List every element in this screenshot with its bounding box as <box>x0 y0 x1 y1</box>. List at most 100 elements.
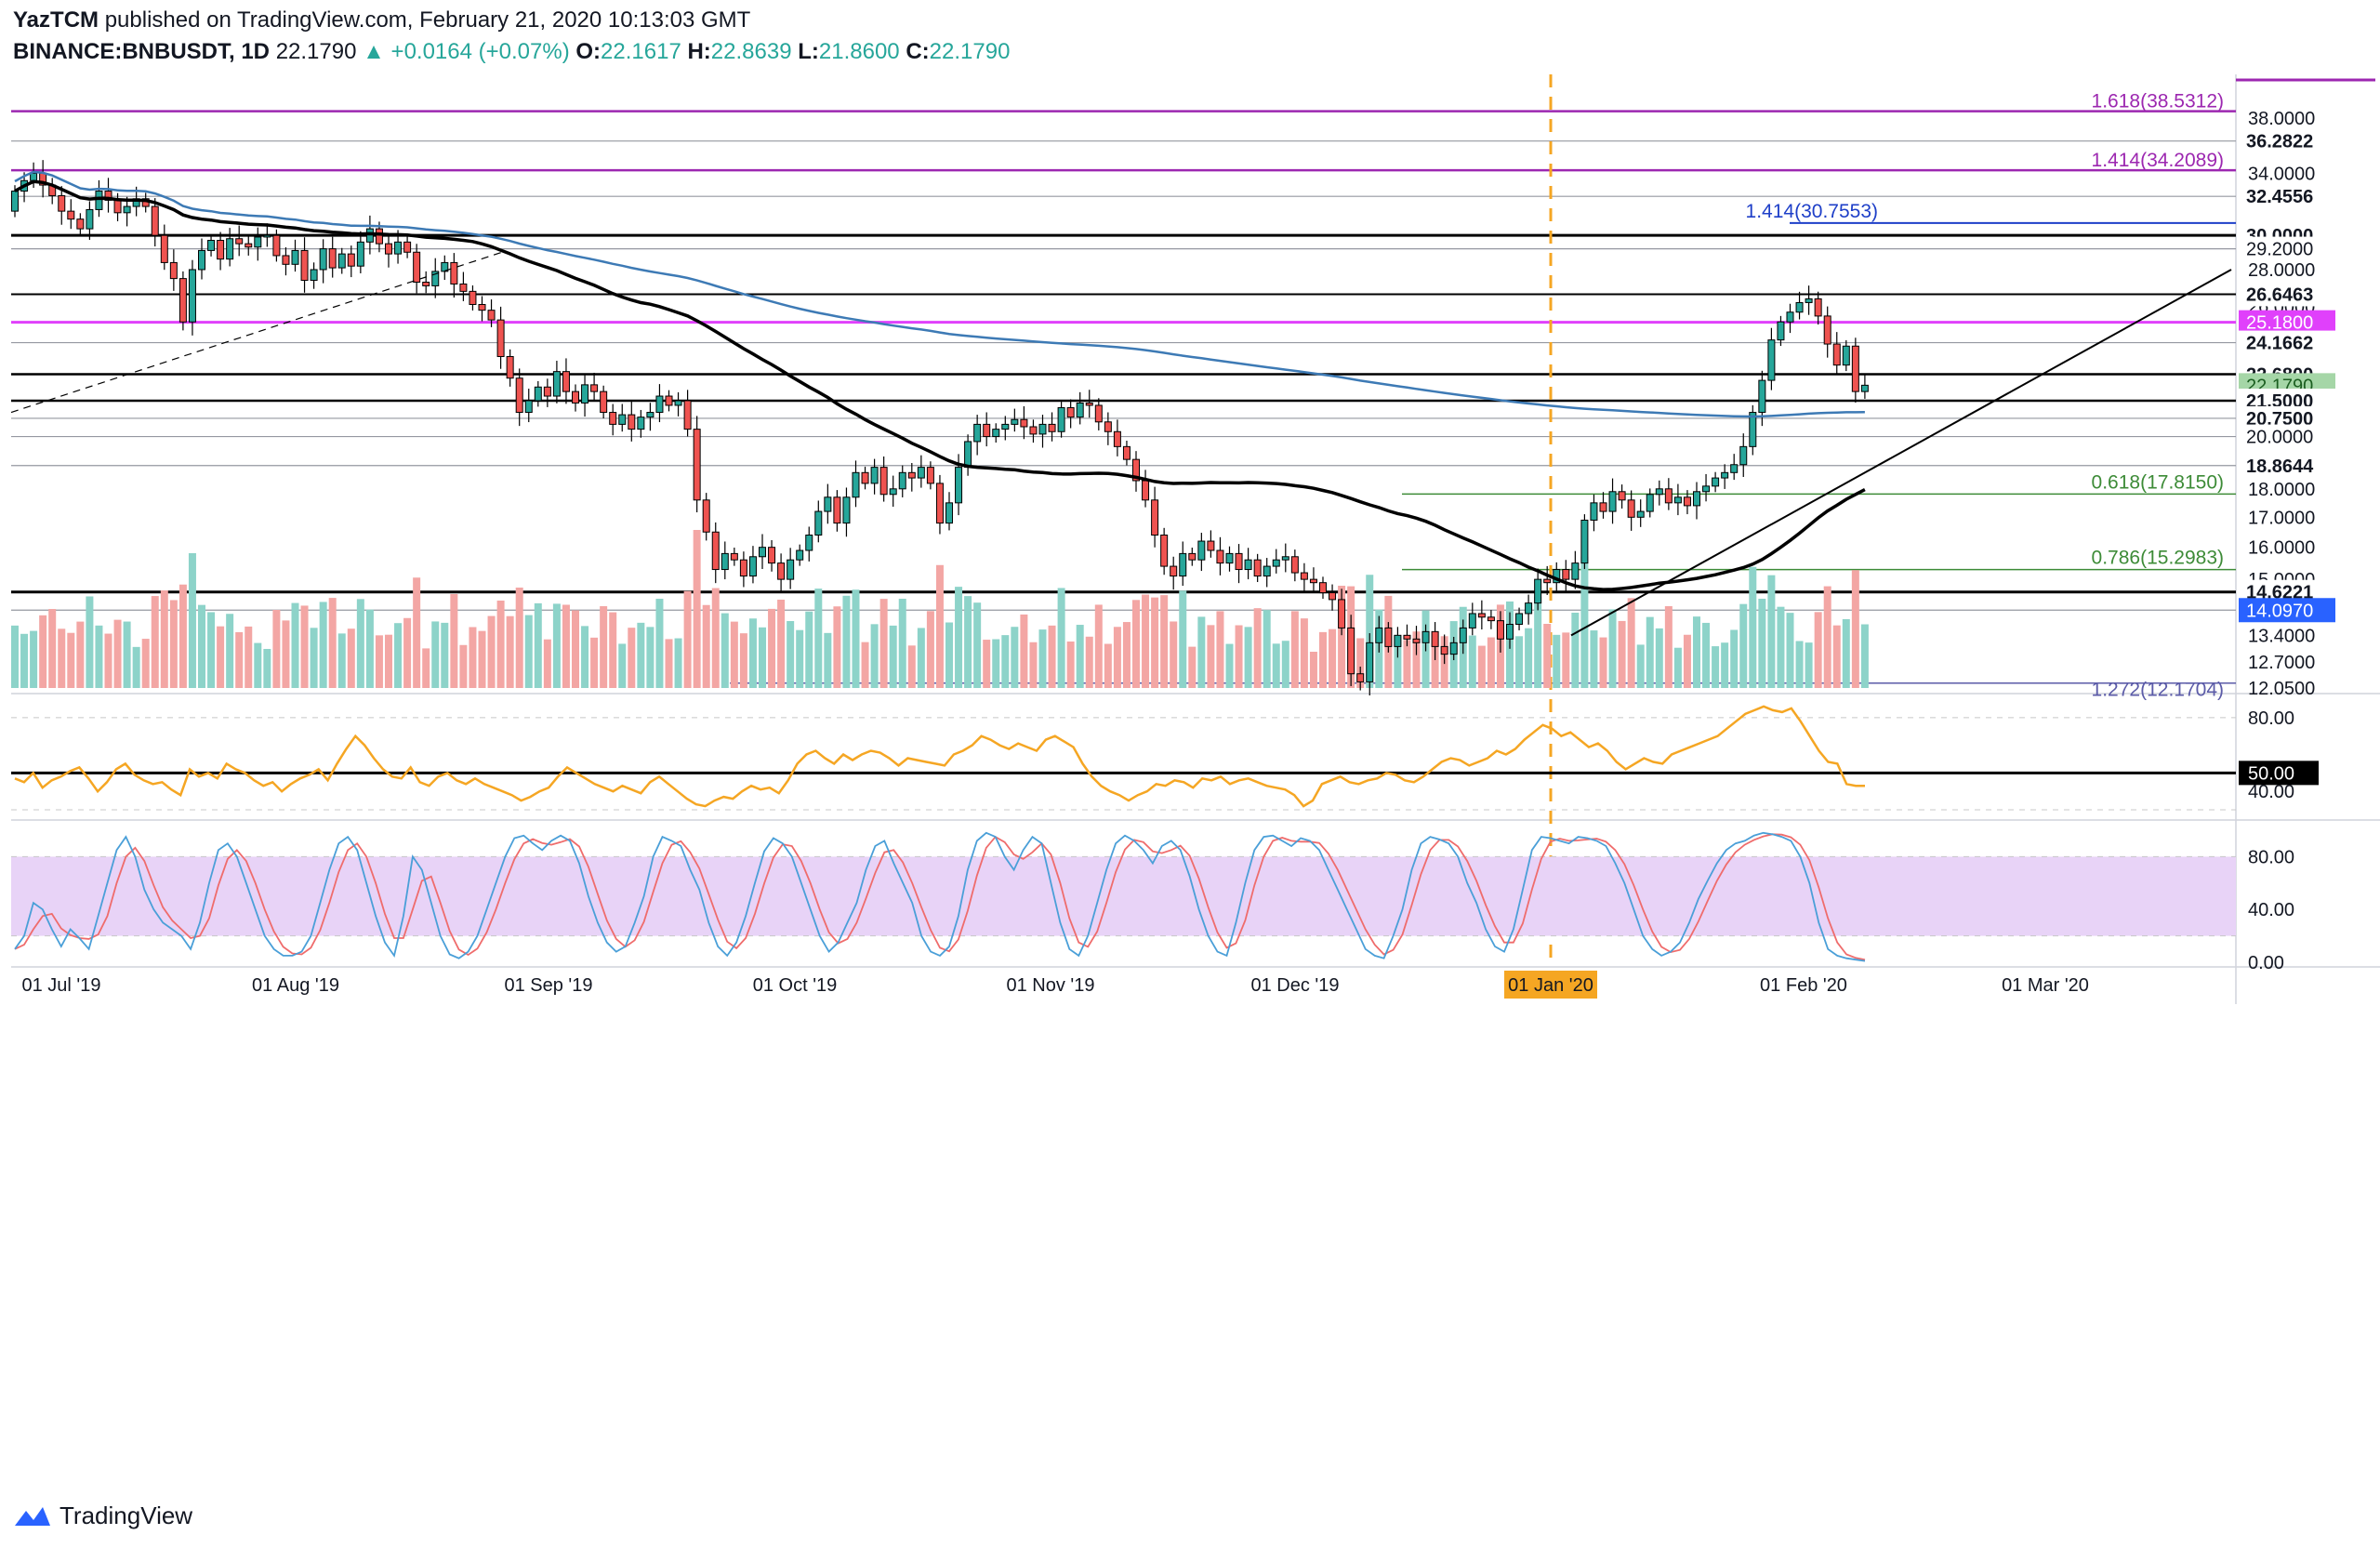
candle <box>1571 562 1580 580</box>
candle <box>1038 423 1047 435</box>
candle <box>113 199 122 214</box>
time-tick-label: 01 Nov '19 <box>1007 975 1095 996</box>
low-label: L: <box>798 39 819 64</box>
level-badge-label: 32.4556 <box>2246 187 2313 207</box>
candle <box>1627 499 1635 518</box>
candle <box>1712 477 1720 487</box>
author[interactable]: YazTCM <box>13 7 99 33</box>
volume-bar <box>1197 616 1206 688</box>
chart-svg[interactable]: 1.618(38.5312) 1.414(34.2089) 1.414(30.755… <box>0 74 2380 1497</box>
candle <box>86 208 94 230</box>
volume-bar <box>711 588 720 688</box>
candle <box>1151 499 1159 536</box>
volume-bar <box>1636 644 1645 688</box>
candle <box>226 238 234 260</box>
volume-bar <box>1805 642 1813 688</box>
candle <box>1066 406 1075 418</box>
close-value: 22.1790 <box>929 39 1011 64</box>
chart-area[interactable]: 1.618(38.5312) 1.414(34.2089) 1.414(30.755… <box>0 74 2380 1497</box>
brand-name[interactable]: TradingView <box>60 1502 193 1529</box>
candle <box>1832 343 1841 366</box>
volume-bar <box>1281 641 1289 688</box>
candle <box>1384 627 1393 647</box>
candle <box>935 483 944 524</box>
volume-bar <box>169 600 178 688</box>
volume-group <box>11 530 1869 688</box>
level-badge <box>2239 598 2335 623</box>
volume-bar <box>552 603 561 688</box>
volume-bar <box>319 602 327 688</box>
volume-bar <box>226 614 234 688</box>
volume-bar <box>1020 614 1028 688</box>
volume-bar <box>1207 625 1215 688</box>
volume-bar <box>935 564 944 688</box>
candle <box>964 441 972 469</box>
candle <box>217 240 225 260</box>
candle <box>1179 552 1187 577</box>
volume-bar <box>1290 611 1299 688</box>
candle <box>1253 559 1262 577</box>
volume-bar <box>983 640 991 688</box>
candle <box>1814 298 1822 317</box>
volume-bar <box>814 589 823 688</box>
volume-bar <box>67 632 75 688</box>
candle <box>1132 458 1140 482</box>
volume-bar <box>955 587 963 688</box>
volume-bar <box>1851 570 1859 688</box>
tradingview-logo-icon <box>15 1506 50 1526</box>
volume-bar <box>693 530 701 688</box>
open-label: O: <box>575 39 602 64</box>
level-badge-label: 25.1800 <box>2246 313 2313 334</box>
candle <box>824 496 832 512</box>
volume-bar <box>123 621 131 688</box>
volume-bar <box>1553 634 1561 688</box>
volume-bar <box>1702 622 1711 688</box>
candle <box>375 228 383 245</box>
candle <box>1244 559 1252 571</box>
time-tick-label: 01 Jul '19 <box>22 975 101 996</box>
volume-bar <box>1235 625 1243 688</box>
candle <box>496 319 505 358</box>
volume-bar <box>113 619 122 688</box>
volume-bar <box>1477 645 1486 688</box>
candle <box>1094 404 1103 423</box>
fib-label: 1.618(38.5312) <box>2092 91 2224 112</box>
price-tick-label: 18.0000 <box>2248 480 2315 500</box>
candle <box>562 371 570 392</box>
candle <box>282 255 290 265</box>
candle <box>955 467 963 504</box>
volume-bar <box>478 630 486 688</box>
candle <box>1599 502 1607 512</box>
candle <box>1085 402 1093 406</box>
volume-bar <box>1627 598 1635 688</box>
volume-bar <box>618 643 627 688</box>
candle <box>1263 565 1271 577</box>
price-tick-label: 16.0000 <box>2248 538 2315 559</box>
fib-label: 0.786(15.2983) <box>2092 548 2224 569</box>
volume-bar <box>590 637 599 688</box>
volume-bar <box>235 631 244 688</box>
level-badge <box>2239 128 2335 153</box>
volume-bar <box>879 599 888 688</box>
volume-bar <box>282 620 290 688</box>
candle <box>777 562 786 580</box>
candle <box>1319 582 1327 594</box>
volume-bar <box>739 633 747 688</box>
trendline-support <box>1570 269 2232 637</box>
volume-bar <box>1179 590 1187 688</box>
volume-bar <box>1730 629 1739 688</box>
candle <box>973 423 982 443</box>
candle <box>422 282 430 286</box>
volume-bar <box>674 638 682 688</box>
candle <box>655 395 664 414</box>
candle <box>356 241 364 267</box>
candle <box>572 390 579 404</box>
volume-bar <box>637 622 645 688</box>
volume-bar <box>907 645 916 688</box>
candle <box>58 194 66 212</box>
volume-bar <box>1338 586 1346 688</box>
candle <box>1693 491 1700 507</box>
volume-bar <box>1786 613 1794 688</box>
candle <box>1366 642 1374 682</box>
volume-bar <box>1823 586 1831 688</box>
